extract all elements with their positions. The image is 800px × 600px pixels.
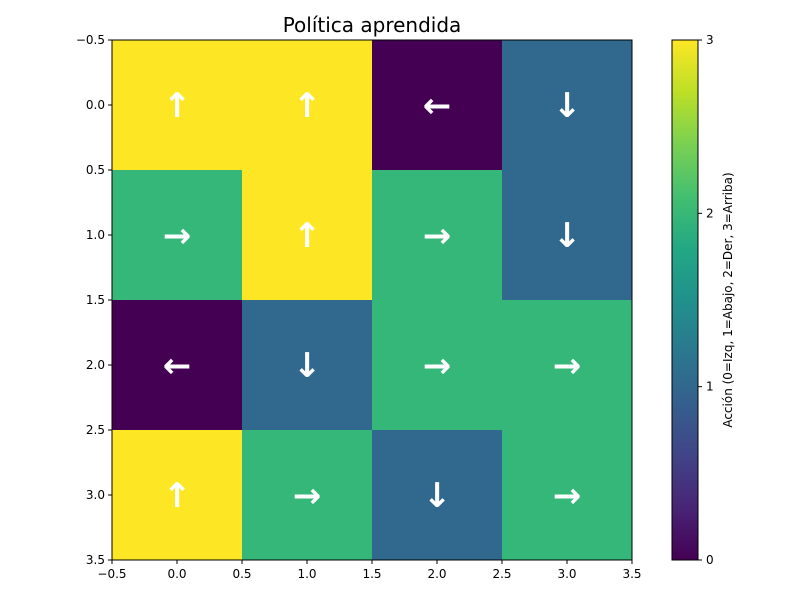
colorbar: 0 1 2 3 Acción (0=Izq, 1=Abajo, 2=Der, 3=Ar… — [671, 33, 735, 567]
cell-arrows: ↑ ↑ ← ↓ → ↑ → ↓ ← ↓ → → ↑ → ↓ → — [163, 86, 582, 516]
cell-arrow: ← — [423, 86, 452, 126]
y-tick-label: 1.0 — [86, 228, 105, 242]
heatmap-cell — [112, 430, 242, 560]
cell-arrow: ↑ — [163, 476, 192, 516]
colorbar-tick-label: 1 — [706, 380, 714, 394]
heatmap-cell — [372, 430, 502, 560]
colorbar-ticks: 0 1 2 3 — [698, 33, 714, 567]
heatmap-cell — [112, 300, 242, 430]
cell-arrow: → — [423, 216, 452, 256]
heatmap-cell — [502, 170, 632, 300]
cell-arrow: → — [553, 346, 582, 386]
x-tick-label: 1.5 — [362, 567, 381, 581]
cell-arrow: ↓ — [293, 346, 322, 386]
y-tick-label: 2.5 — [86, 423, 105, 437]
x-tick-label: 0.5 — [232, 567, 251, 581]
x-tick-label: 1.0 — [297, 567, 316, 581]
heatmap-cell — [372, 170, 502, 300]
y-axis: −0.5 0.0 0.5 1.0 1.5 2.0 2.5 3.0 3.5 — [76, 33, 112, 567]
colorbar-tick-label: 2 — [706, 206, 714, 220]
cell-arrow: ↑ — [293, 86, 322, 126]
y-tick-label: 2.0 — [86, 358, 105, 372]
y-tick-label: 1.5 — [86, 293, 105, 307]
heatmap-cell — [502, 40, 632, 170]
heatmap-cell — [112, 40, 242, 170]
x-tick-label: 0.0 — [167, 567, 186, 581]
y-tick-label: 3.5 — [86, 553, 105, 567]
colorbar-label: Acción (0=Izq, 1=Abajo, 2=Der, 3=Arriba) — [721, 172, 735, 427]
chart-title: Política aprendida — [283, 13, 462, 37]
heatmap-cell — [242, 430, 372, 560]
heatmap-cell — [242, 300, 372, 430]
colorbar-tick-label: 0 — [706, 553, 714, 567]
x-axis: −0.5 0.0 0.5 1.0 1.5 2.0 2.5 3.0 3.5 — [97, 560, 642, 581]
cell-arrow: → — [553, 476, 582, 516]
x-tick-label: 3.5 — [622, 567, 641, 581]
colorbar-gradient — [671, 39, 699, 561]
cell-arrow: ↓ — [553, 86, 582, 126]
heatmap-cell — [242, 40, 372, 170]
colorbar-tick-label: 3 — [706, 33, 714, 47]
heatmap-cells — [112, 40, 632, 560]
y-tick-label: 0.0 — [86, 98, 105, 112]
heatmap-cell — [112, 170, 242, 300]
cell-arrow: ↓ — [553, 216, 582, 256]
heatmap-cell — [372, 300, 502, 430]
heatmap-cell — [372, 40, 502, 170]
cell-arrow: ↑ — [293, 216, 322, 256]
y-tick-label: 3.0 — [86, 488, 105, 502]
x-tick-label: 2.5 — [492, 567, 511, 581]
y-tick-label: −0.5 — [76, 33, 105, 47]
heatmap-cell — [242, 170, 372, 300]
cell-arrow: ↑ — [163, 86, 192, 126]
cell-arrow: → — [163, 216, 192, 256]
y-tick-label: 0.5 — [86, 163, 105, 177]
x-tick-label: −0.5 — [97, 567, 126, 581]
cell-arrow: ↓ — [423, 476, 452, 516]
heatmap-cell — [502, 300, 632, 430]
heatmap-cell — [502, 430, 632, 560]
x-tick-label: 3.0 — [557, 567, 576, 581]
cell-arrow: ← — [163, 346, 192, 386]
x-tick-label: 2.0 — [427, 567, 446, 581]
cell-arrow: → — [293, 476, 322, 516]
cell-arrow: → — [423, 346, 452, 386]
